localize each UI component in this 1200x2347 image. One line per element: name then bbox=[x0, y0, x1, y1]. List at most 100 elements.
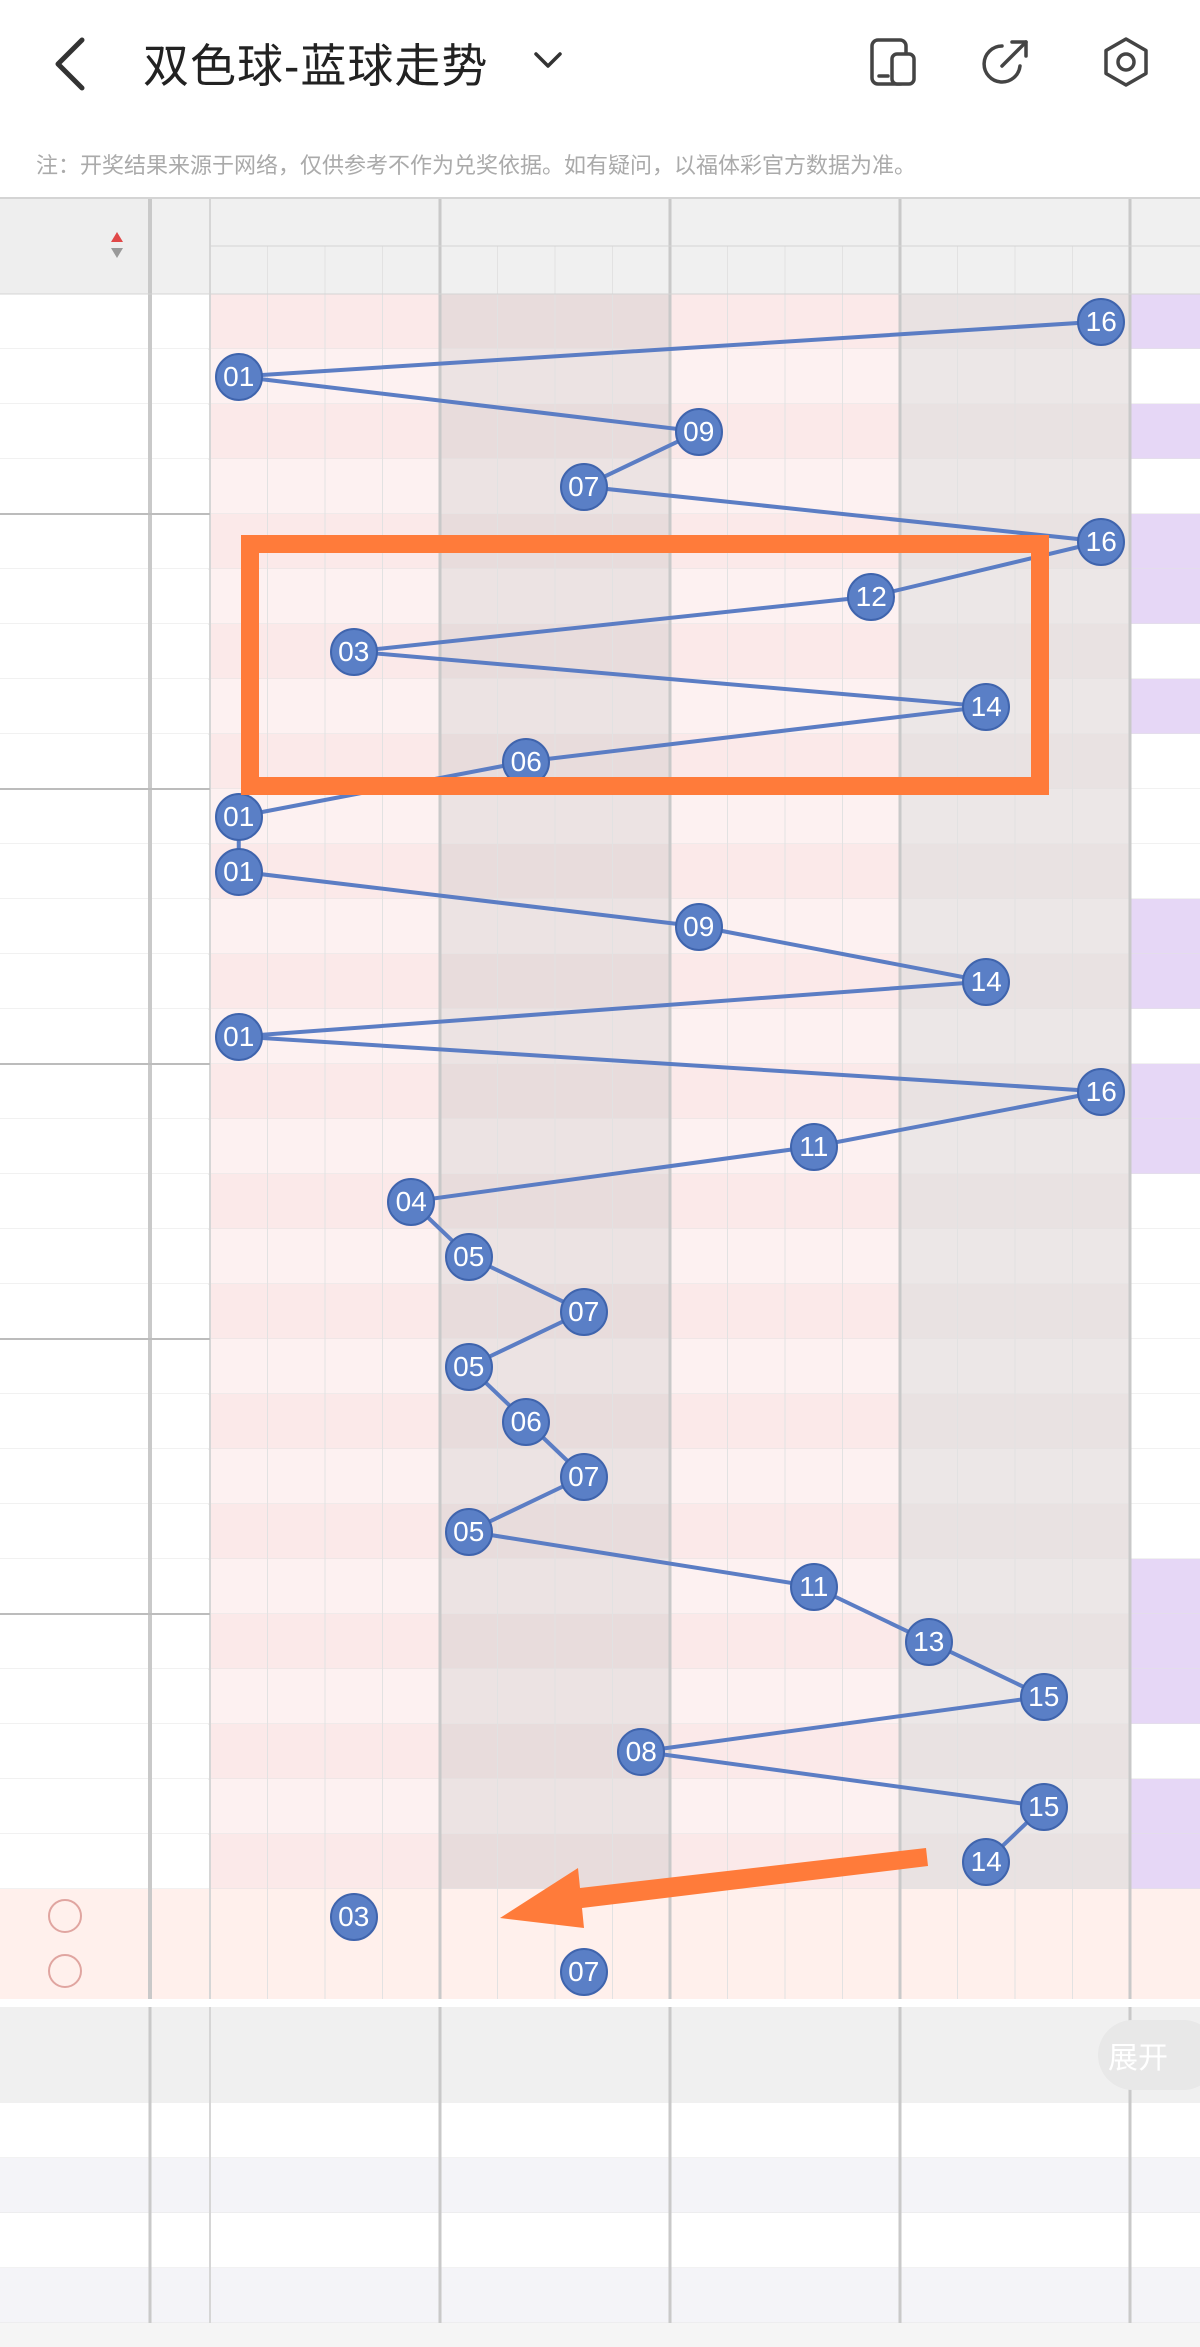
pick-number-option[interactable] bbox=[785, 1944, 843, 1999]
page-bottom-bg bbox=[0, 2323, 1200, 2347]
omission-value bbox=[900, 1284, 958, 1339]
omission-value bbox=[728, 514, 786, 569]
omission-value bbox=[498, 1504, 556, 1559]
weekday bbox=[150, 1559, 208, 1614]
pick-number-option[interactable] bbox=[268, 1889, 326, 1944]
pick-number-option[interactable] bbox=[728, 1889, 786, 1944]
sort-icon[interactable] bbox=[110, 230, 124, 260]
size-cell-bg bbox=[1130, 569, 1200, 624]
pick-number-option[interactable] bbox=[958, 1889, 1016, 1944]
pick-number-option[interactable] bbox=[728, 1944, 786, 1999]
issue-cell-bg bbox=[0, 1449, 150, 1504]
stat-label bbox=[0, 2213, 150, 2268]
issue-number bbox=[0, 844, 150, 899]
pick-number-option[interactable] bbox=[1015, 1889, 1073, 1944]
pick-size-option[interactable] bbox=[1130, 1944, 1200, 1999]
pick-number-option[interactable] bbox=[613, 1889, 671, 1944]
pick-number-option[interactable] bbox=[325, 1944, 383, 1999]
omission-value bbox=[498, 789, 556, 844]
issue-cell-bg bbox=[0, 1064, 150, 1119]
pick-number-option[interactable] bbox=[613, 1944, 671, 1999]
omission-value bbox=[843, 1229, 901, 1284]
omission-value bbox=[383, 1284, 441, 1339]
pick-number-option[interactable] bbox=[670, 1944, 728, 1999]
omission-value bbox=[440, 1724, 498, 1779]
pick-number-option[interactable] bbox=[268, 1944, 326, 1999]
omission-value bbox=[670, 1174, 728, 1229]
omission-value bbox=[440, 1009, 498, 1064]
pick-number-option[interactable] bbox=[440, 1944, 498, 1999]
size-cell-bg bbox=[1130, 954, 1200, 1009]
pick-number-option[interactable] bbox=[670, 1889, 728, 1944]
pick-number-option[interactable] bbox=[498, 1944, 556, 1999]
size-cell-bg bbox=[1130, 1834, 1200, 1889]
pick-number-option[interactable] bbox=[900, 1944, 958, 1999]
omission-value bbox=[383, 844, 441, 899]
pick-number-option[interactable] bbox=[785, 1889, 843, 1944]
back-arrow-icon[interactable] bbox=[48, 34, 98, 94]
omission-value bbox=[440, 1834, 498, 1889]
omission-value bbox=[210, 1394, 268, 1449]
number-column-header bbox=[613, 246, 671, 294]
switch-view-icon[interactable] bbox=[866, 36, 918, 88]
pick-number-option[interactable] bbox=[555, 1889, 613, 1944]
chevron-down-icon[interactable] bbox=[530, 42, 566, 78]
omission-value bbox=[325, 679, 383, 734]
omission-value bbox=[555, 624, 613, 679]
issue-number bbox=[0, 294, 150, 349]
pick-number-option[interactable] bbox=[958, 1944, 1016, 1999]
pick-number-option[interactable] bbox=[900, 1889, 958, 1944]
week-cell-bg bbox=[150, 899, 208, 954]
omission-value bbox=[210, 404, 268, 459]
omission-value bbox=[613, 1064, 671, 1119]
stat-value bbox=[268, 2213, 326, 2268]
size-cell-bg bbox=[1130, 899, 1200, 954]
omission-value bbox=[383, 1834, 441, 1889]
pick-number-option[interactable] bbox=[440, 1889, 498, 1944]
pick-number-option[interactable] bbox=[843, 1889, 901, 1944]
omission-value bbox=[728, 789, 786, 844]
pick-radio-button[interactable] bbox=[48, 1954, 82, 1988]
weekday bbox=[150, 1229, 208, 1284]
omission-value bbox=[383, 954, 441, 1009]
issue-cell-bg bbox=[0, 1174, 150, 1229]
pick-number-option[interactable] bbox=[210, 1944, 268, 1999]
week-cell-bg bbox=[150, 1174, 208, 1229]
omission-value bbox=[383, 1614, 441, 1669]
issue-number bbox=[0, 1449, 150, 1504]
omission-value bbox=[440, 1449, 498, 1504]
pick-number-option[interactable] bbox=[383, 1889, 441, 1944]
pick-number-option[interactable] bbox=[1073, 1944, 1131, 1999]
omission-value bbox=[1073, 349, 1131, 404]
pick-number-option[interactable] bbox=[498, 1889, 556, 1944]
issue-cell-bg bbox=[0, 1119, 150, 1174]
omission-value bbox=[210, 679, 268, 734]
omission-value bbox=[843, 294, 901, 349]
omission-value bbox=[843, 1834, 901, 1889]
omission-value bbox=[958, 789, 1016, 844]
omission-value bbox=[843, 1339, 901, 1394]
stat-value bbox=[1073, 2213, 1131, 2268]
omission-value bbox=[1015, 679, 1073, 734]
share-icon[interactable] bbox=[980, 36, 1032, 88]
pick-number-option[interactable] bbox=[1015, 1944, 1073, 1999]
omission-value bbox=[325, 899, 383, 954]
pick-number-option[interactable] bbox=[843, 1944, 901, 1999]
pick-number-option[interactable] bbox=[210, 1889, 268, 1944]
expand-button-label: 展开 bbox=[1108, 2042, 1168, 2075]
issue-number bbox=[0, 1119, 150, 1174]
footer-number-header bbox=[785, 2055, 843, 2103]
expand-button[interactable]: 展开 bbox=[1098, 2020, 1200, 2090]
omission-value bbox=[785, 1284, 843, 1339]
pick-size-option[interactable] bbox=[1130, 1889, 1200, 1944]
pick-number-option[interactable] bbox=[1073, 1889, 1131, 1944]
stat-size-value bbox=[1130, 2158, 1200, 2213]
page-title[interactable]: 双色球-蓝球走势 bbox=[143, 40, 489, 92]
omission-value bbox=[1073, 459, 1131, 514]
settings-icon[interactable] bbox=[1100, 36, 1152, 88]
pick-radio-button[interactable] bbox=[48, 1899, 82, 1933]
week-cell-bg bbox=[150, 294, 208, 349]
stat-label bbox=[0, 2158, 150, 2213]
omission-value bbox=[900, 1174, 958, 1229]
pick-number-option[interactable] bbox=[383, 1944, 441, 1999]
